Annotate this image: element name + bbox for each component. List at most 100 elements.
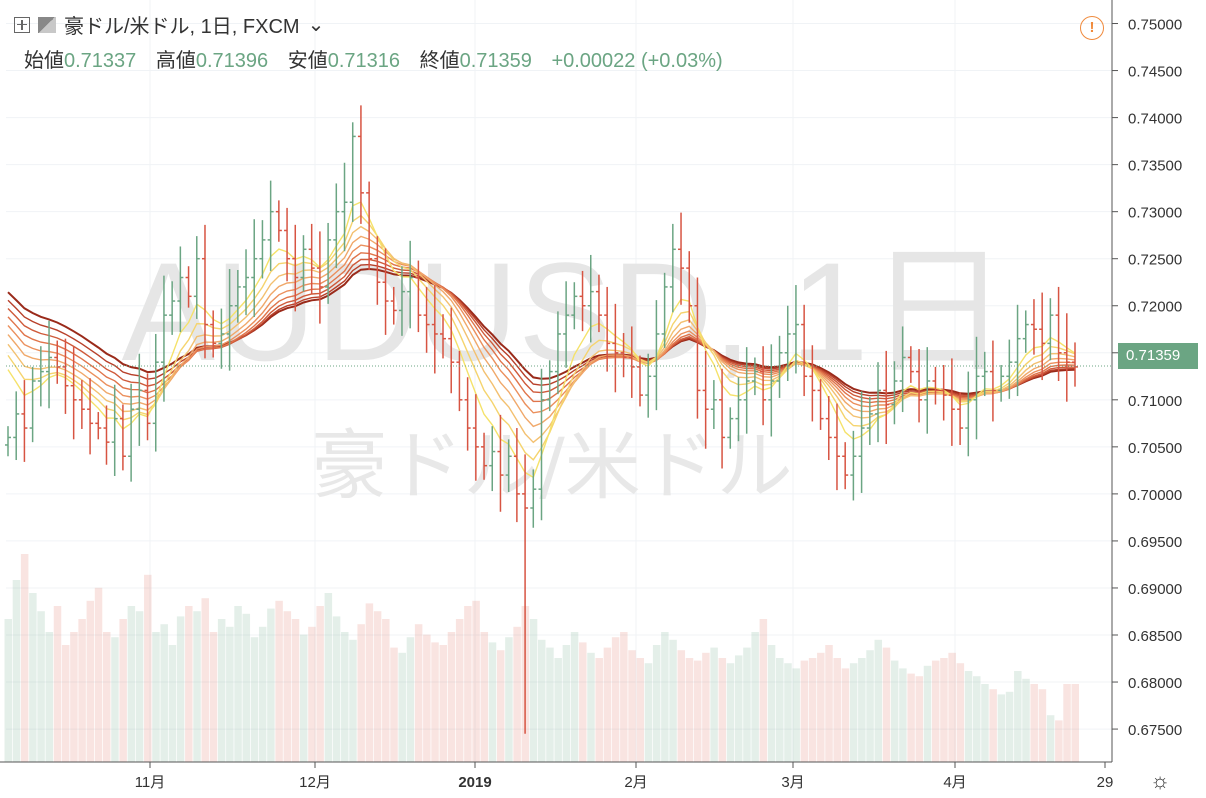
volume-bar [464,606,472,762]
volume-bar [833,658,841,762]
volume-bars [4,554,1079,762]
volume-bar [538,639,546,762]
volume-bar [751,632,759,762]
volume-bar [652,645,661,762]
volume-bar [299,634,308,762]
volume-bar [792,668,800,762]
volume-bar [644,663,653,762]
volume-bar [677,650,686,762]
expand-icon[interactable] [14,16,30,33]
volume-bar [620,632,628,762]
volume-bar [316,606,324,762]
volume-bar [554,658,562,762]
volume-bar [669,639,677,762]
volume-bar [570,632,579,762]
volume-bar [776,658,784,762]
gridlines [6,0,1112,762]
low-value: 0.71316 [327,50,401,72]
volume-bar [357,624,365,762]
x-tick-label: 4月 [943,774,966,791]
volume-bar [20,554,29,762]
volume-bar [324,593,333,762]
volume-bar [685,658,694,762]
volume-bar [406,637,415,762]
volume-bar [849,663,858,762]
volume-bar [603,647,612,762]
candles [5,105,1078,734]
x-tick-label: 2019 [458,774,491,791]
volume-bar [152,632,160,762]
volume-bar [45,632,54,762]
y-tick-label: 0.73000 [1128,205,1182,222]
y-tick-label: 0.69000 [1128,581,1182,598]
volume-bar [185,606,193,762]
volume-bar [160,624,168,762]
close-label: 終値 [419,50,460,72]
volume-bar [94,587,103,762]
volume-bar [226,626,234,762]
volume-bar [1030,684,1038,762]
volume-bar [636,658,644,762]
volume-bar [431,642,439,762]
x-tick-label: 11月 [135,774,166,791]
volume-bar [70,632,78,762]
volume-bar [234,606,242,762]
watermark-name: 豪ドル/米ドル [311,421,793,510]
volume-bar [562,645,571,762]
x-tick-label: 2月 [624,774,647,791]
ohlc-readout: 始値0.71337 高値0.71396 安値0.71316 終値0.71359 … [24,44,737,73]
volume-bar [209,632,218,762]
volume-bar [267,608,275,762]
volume-bar [743,647,751,762]
volume-bar [841,668,850,762]
volume-bar [1063,684,1071,762]
volume-bar [250,637,259,762]
volume-bar [529,619,538,762]
volume-bar [1022,678,1030,762]
volume-bar [907,673,915,762]
y-tick-label: 0.71000 [1128,393,1182,410]
volume-bar [283,611,292,762]
y-tick-label: 0.72500 [1128,252,1182,269]
high-label: 高値 [155,50,196,72]
volume-bar [940,658,948,762]
y-tick-label: 0.70000 [1128,487,1182,504]
volume-bar [661,632,669,762]
volume-bar [784,663,792,762]
y-tick-label: 0.69500 [1128,534,1182,551]
volume-bar [349,639,357,762]
volume-bar [61,645,70,762]
volume-bar [1038,689,1047,762]
volume-bar [144,574,152,762]
x-tick-label: 29 [1097,774,1114,791]
volume-bar [496,650,505,762]
volume-bar [217,619,226,762]
volume-bar [37,611,45,762]
volume-bar [119,619,127,762]
chevron-down-icon[interactable]: ⌄ [307,14,325,36]
volume-bar [414,624,423,762]
y-tick-label: 0.67500 [1128,722,1182,739]
volume-bar [12,580,21,762]
volume-bar [1055,720,1063,762]
volume-bar [505,637,513,762]
volume-bar [398,652,406,762]
volume-bar [874,639,883,762]
volume-bar [702,652,710,762]
alert-icon[interactable]: ! [1080,16,1104,40]
symbol-header[interactable]: 豪ドル/米ドル, 1日, FXCM ⌄ [14,10,324,39]
volume-bar [390,647,398,762]
volume-bar [693,660,702,762]
symbol-title[interactable]: 豪ドル/米ドル, 1日, FXCM [64,16,300,38]
volume-bar [135,611,144,762]
flag-icon [38,16,56,33]
volume-bar [258,626,267,762]
high-value: 0.71396 [195,50,269,72]
volume-bar [176,616,185,762]
y-tick-label: 0.74000 [1128,111,1182,128]
gear-icon[interactable]: ☼ [1150,768,1171,793]
volume-bar [480,632,489,762]
volume-bar [800,660,809,762]
volume-bar [710,647,718,762]
